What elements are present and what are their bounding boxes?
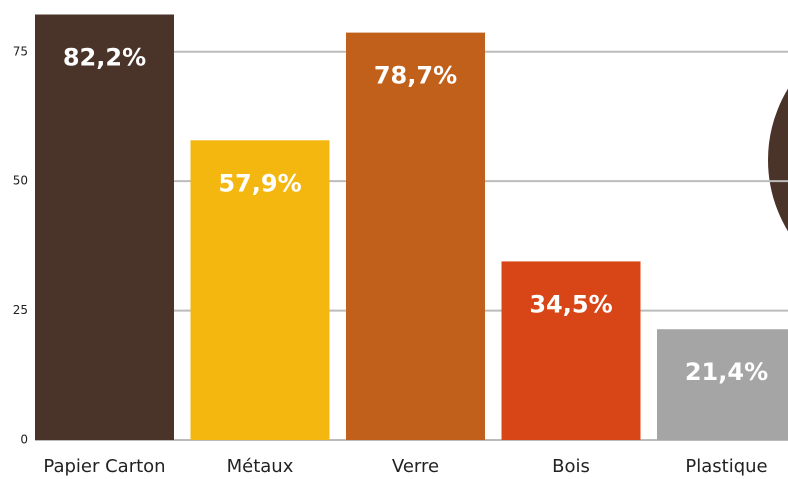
- bar: [657, 329, 788, 440]
- bar: [346, 32, 485, 441]
- value-label: 57,9%: [218, 169, 301, 197]
- x-tick-label: Métaux: [227, 456, 294, 477]
- bar: [501, 261, 641, 440]
- x-tick-label: Plastique: [685, 456, 767, 477]
- bar: [35, 14, 174, 441]
- bar: [190, 140, 330, 440]
- value-label: 82,2%: [63, 43, 146, 71]
- x-tick-label: Bois: [552, 456, 590, 477]
- y-tick-label: 25: [13, 303, 28, 317]
- y-tick-label: 0: [20, 433, 28, 447]
- decor-circle: [762, 77, 788, 243]
- value-label: 78,7%: [374, 62, 457, 90]
- x-tick-label: Verre: [392, 456, 439, 477]
- y-tick-label: 75: [13, 44, 28, 58]
- value-label: 21,4%: [685, 358, 768, 386]
- x-tick-label: Papier Carton: [43, 456, 165, 477]
- y-tick-label: 50: [13, 174, 28, 188]
- value-label: 34,5%: [529, 290, 612, 318]
